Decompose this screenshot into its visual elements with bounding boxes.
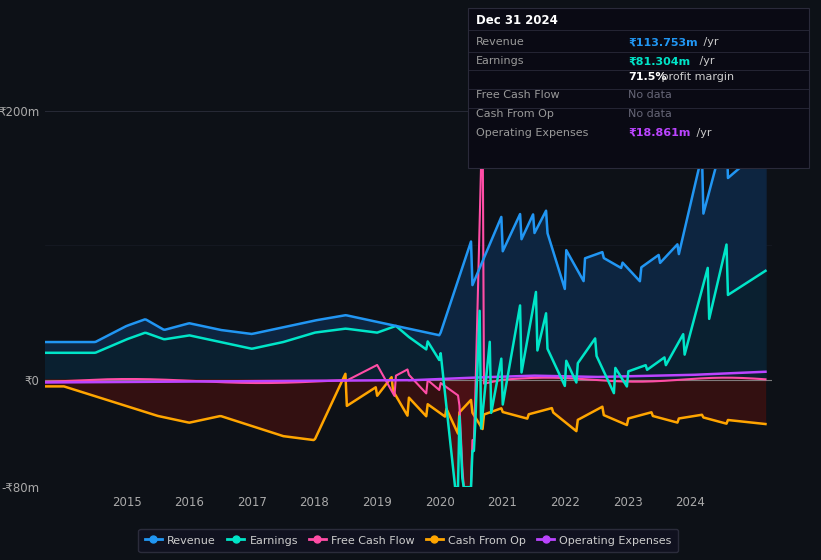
Text: No data: No data: [628, 90, 672, 100]
Text: /yr: /yr: [693, 128, 712, 138]
Text: Dec 31 2024: Dec 31 2024: [476, 14, 558, 27]
Text: 71.5%: 71.5%: [628, 72, 667, 82]
Text: ₹113.753m: ₹113.753m: [628, 38, 698, 48]
Text: ₹18.861m: ₹18.861m: [628, 128, 690, 138]
Text: /yr: /yr: [696, 57, 715, 67]
Text: No data: No data: [628, 109, 672, 119]
Text: Revenue: Revenue: [476, 38, 525, 48]
Text: ₹81.304m: ₹81.304m: [628, 57, 690, 67]
Text: Earnings: Earnings: [476, 57, 525, 67]
Legend: Revenue, Earnings, Free Cash Flow, Cash From Op, Operating Expenses: Revenue, Earnings, Free Cash Flow, Cash …: [139, 529, 678, 552]
Text: Operating Expenses: Operating Expenses: [476, 128, 589, 138]
Text: Free Cash Flow: Free Cash Flow: [476, 90, 560, 100]
Text: /yr: /yr: [700, 38, 719, 48]
Text: Cash From Op: Cash From Op: [476, 109, 554, 119]
Text: profit margin: profit margin: [658, 72, 734, 82]
